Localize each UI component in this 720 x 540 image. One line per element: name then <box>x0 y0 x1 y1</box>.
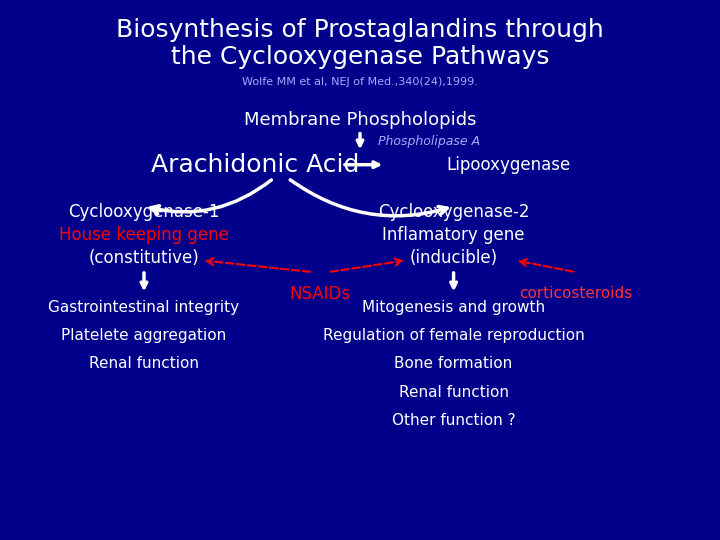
FancyArrowPatch shape <box>520 259 573 272</box>
Text: Bone formation: Bone formation <box>395 356 513 372</box>
Text: Renal function: Renal function <box>399 384 508 400</box>
FancyArrowPatch shape <box>150 180 271 214</box>
FancyArrowPatch shape <box>290 180 447 216</box>
Text: Cyclooxygenase-1: Cyclooxygenase-1 <box>68 202 220 221</box>
Text: Wolfe MM et al, NEJ of Med.,340(24),1999.: Wolfe MM et al, NEJ of Med.,340(24),1999… <box>242 77 478 87</box>
Text: Phospholipase A: Phospholipase A <box>378 135 480 148</box>
Text: Gastrointestinal integrity: Gastrointestinal integrity <box>48 300 240 315</box>
Text: Regulation of female reproduction: Regulation of female reproduction <box>323 328 585 343</box>
Text: NSAIDs: NSAIDs <box>290 285 351 303</box>
Text: (constitutive): (constitutive) <box>89 249 199 267</box>
Text: the Cyclooxygenase Pathways: the Cyclooxygenase Pathways <box>171 45 549 69</box>
FancyArrowPatch shape <box>330 259 402 272</box>
Text: Lipooxygenase: Lipooxygenase <box>446 156 571 174</box>
Text: Other function ?: Other function ? <box>392 413 516 428</box>
Text: (inducible): (inducible) <box>410 249 498 267</box>
Text: Mitogenesis and growth: Mitogenesis and growth <box>362 300 545 315</box>
Text: Biosynthesis of Prostaglandins through: Biosynthesis of Prostaglandins through <box>116 18 604 42</box>
Text: corticosteroids: corticosteroids <box>519 286 633 301</box>
Text: Arachidonic Acid: Arachidonic Acid <box>151 153 360 177</box>
Text: Platelete aggregation: Platelete aggregation <box>61 328 227 343</box>
Text: Renal function: Renal function <box>89 356 199 372</box>
FancyArrowPatch shape <box>207 258 310 272</box>
Text: Membrane Phospholopids: Membrane Phospholopids <box>244 111 476 129</box>
Text: Inflamatory gene: Inflamatory gene <box>382 226 525 244</box>
Text: Cyclooxygenase-2: Cyclooxygenase-2 <box>378 202 529 221</box>
Text: House keeping gene: House keeping gene <box>59 226 229 244</box>
